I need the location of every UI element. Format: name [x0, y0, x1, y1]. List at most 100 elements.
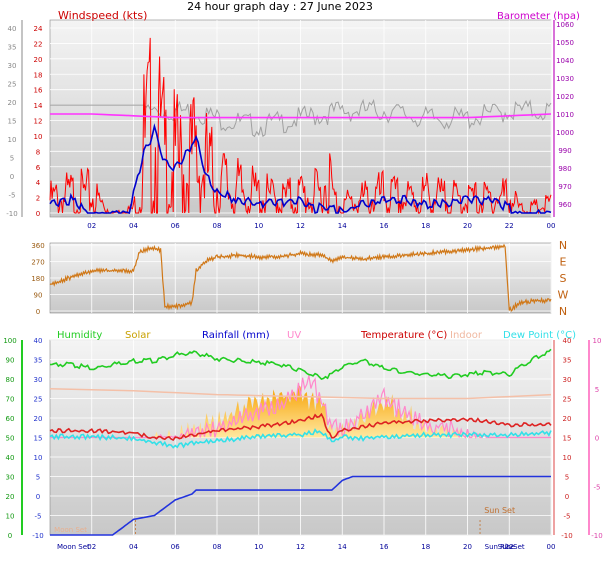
- baro-y-tick: 1050: [556, 39, 574, 47]
- rain-y-tick: 25: [34, 396, 43, 404]
- wind-y-tick: 16: [34, 87, 43, 95]
- outer-y-tick: 30: [8, 62, 17, 70]
- baro-y-tick: 1060: [556, 21, 574, 29]
- series-rainfall: [50, 475, 551, 536]
- baro-y-tick: 1030: [556, 75, 574, 83]
- uv-y-tick: 10: [593, 337, 602, 345]
- wind-y-tick: 6: [36, 164, 41, 172]
- outer-y-tick: 40: [8, 25, 17, 33]
- outer-y-tick: 5: [10, 155, 14, 163]
- series-temperature: [49, 412, 552, 442]
- rain-y-tick: 20: [34, 415, 43, 423]
- weather-x-tick: 08: [213, 543, 222, 551]
- dir-y-tick: 180: [31, 275, 44, 283]
- dir-y-tick: 360: [31, 242, 44, 250]
- compass-label: E: [560, 256, 567, 269]
- weather-x-tick: 00: [547, 543, 556, 551]
- humidity-y-tick: 10: [6, 513, 15, 521]
- series-windspeed: [49, 37, 552, 215]
- humidity-y-tick: 0: [8, 532, 12, 540]
- series-dew-point: [49, 428, 552, 449]
- weather-x-tick: 06: [171, 543, 180, 551]
- legend-indoor: Indoor: [450, 330, 483, 341]
- uv-y-tick: -10: [591, 532, 602, 540]
- humidity-y-tick: 100: [3, 337, 16, 345]
- wind-y-tick: 0: [36, 210, 40, 218]
- wind-y-tick: 24: [34, 25, 43, 33]
- wind-x-tick: 08: [213, 222, 222, 230]
- wind-x-tick: 20: [463, 222, 472, 230]
- wind-x-tick: 18: [421, 222, 430, 230]
- sun-set-label: Sun Set: [484, 506, 515, 515]
- rain-y-tick: 5: [36, 474, 40, 482]
- rain-y-tick: 0: [36, 493, 40, 501]
- compass-label: W: [558, 289, 569, 302]
- wind-y-tick: 14: [34, 102, 43, 110]
- wind-x-tick: 14: [338, 222, 347, 230]
- series-gust-grey: [50, 98, 552, 138]
- outer-y-tick: 10: [8, 136, 17, 144]
- compass-label: N: [559, 305, 567, 318]
- sun-rise-x-label: Sun Rise: [485, 543, 515, 551]
- series-solar: [50, 384, 551, 438]
- wind-x-tick: 10: [254, 222, 263, 230]
- dir-y-tick: 0: [36, 308, 40, 316]
- temp-y-tick: 0: [565, 493, 569, 501]
- weather-x-tick: 14: [338, 543, 347, 551]
- uv-y-tick: 0: [595, 435, 599, 443]
- series-wind-average: [49, 123, 552, 215]
- rain-y-tick: 35: [34, 357, 43, 365]
- series-wind-direction: [49, 243, 552, 312]
- outer-y-tick: -5: [9, 192, 16, 200]
- weather-x-tick: 20: [463, 543, 472, 551]
- humidity-y-tick: 80: [6, 376, 15, 384]
- dir-y-tick: 90: [34, 292, 43, 300]
- legend-temperature-c-: Temperature (°C): [360, 330, 447, 341]
- weather-x-tick: 18: [421, 543, 430, 551]
- sun-set-x-label: Sun Set: [498, 543, 525, 551]
- outer-y-tick: 20: [8, 99, 17, 107]
- wind-y-tick: 18: [34, 71, 43, 79]
- compass-label: N: [559, 239, 567, 252]
- wind-y-tick: 12: [34, 118, 43, 126]
- humidity-y-tick: 20: [6, 493, 15, 501]
- uv-y-tick: 5: [595, 386, 599, 394]
- temp-y-tick: 30: [563, 376, 572, 384]
- wind-y-tick: 8: [36, 148, 40, 156]
- temp-y-tick: 10: [563, 454, 572, 462]
- legend-dew-point-c-: Dew Point (°C): [503, 330, 576, 341]
- wind-y-tick: 10: [34, 133, 43, 141]
- temp-y-tick: 25: [563, 396, 572, 404]
- humidity-y-tick: 60: [6, 415, 15, 423]
- temp-y-tick: 40: [563, 337, 572, 345]
- humidity-y-tick: 40: [6, 454, 15, 462]
- wind-y-tick: 4: [36, 179, 41, 187]
- temp-y-tick: 20: [563, 415, 572, 423]
- rain-y-tick: -10: [32, 532, 43, 540]
- weather-x-tick: 04: [129, 543, 138, 551]
- wind-x-tick: 16: [380, 222, 389, 230]
- wind-y-tick: 22: [34, 40, 43, 48]
- humidity-y-tick: 50: [6, 435, 15, 443]
- rain-y-tick: -5: [35, 513, 42, 521]
- baro-y-tick: 960: [558, 201, 571, 209]
- temp-y-tick: 5: [565, 474, 569, 482]
- baro-y-tick: 1040: [556, 57, 574, 65]
- legend-rainfall-mm-: Rainfall (mm): [202, 330, 270, 341]
- weather-x-tick: 02: [87, 543, 96, 551]
- moon-set-label-inner: Moon Set: [54, 526, 87, 534]
- wind-x-tick: 06: [171, 222, 180, 230]
- wind-x-tick: 00: [547, 222, 556, 230]
- baro-y-tick: 990: [558, 147, 571, 155]
- weather-x-tick: 12: [296, 543, 305, 551]
- baro-y-tick: 1020: [556, 93, 574, 101]
- weather-x-tick: 22: [505, 543, 514, 551]
- baro-y-tick: 970: [558, 183, 571, 191]
- series-humidity: [49, 348, 552, 381]
- moon-set-x-label: Moon Set: [57, 543, 90, 551]
- humidity-y-tick: 70: [6, 396, 15, 404]
- outer-y-tick: 35: [8, 44, 17, 52]
- graph-title: 24 hour graph day : 27 June 2023: [187, 0, 373, 13]
